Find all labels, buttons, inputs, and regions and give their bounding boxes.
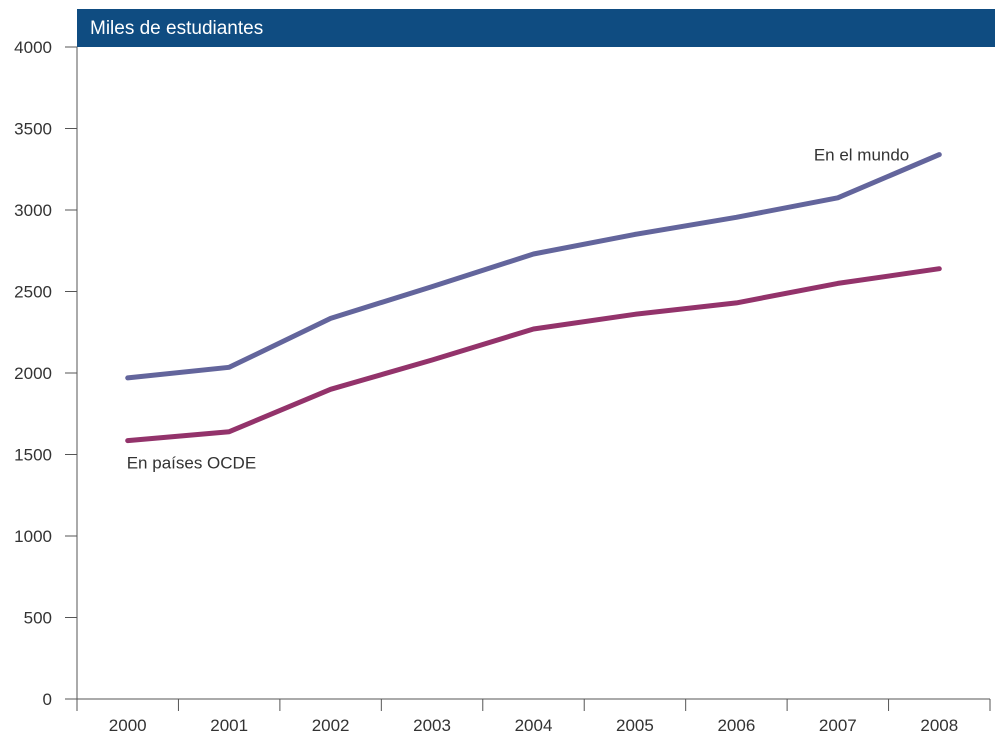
y-tick-label: 1500 <box>14 446 52 465</box>
series-line-1 <box>125 266 942 444</box>
chart-title: Miles de estudiantes <box>90 18 264 39</box>
y-tick-label: 1000 <box>14 527 52 546</box>
x-tick-label: 2005 <box>616 716 654 735</box>
x-tick-label: 2002 <box>312 716 350 735</box>
y-tick-label: 2000 <box>14 364 52 383</box>
x-tick-label: 2004 <box>515 716 553 735</box>
y-tick-label: 2500 <box>14 283 52 302</box>
x-tick-label: 2006 <box>717 716 755 735</box>
series-line-0 <box>125 152 942 381</box>
y-tick-label: 3000 <box>14 201 52 220</box>
title-bar: Miles de estudiantes <box>77 9 995 47</box>
y-tick-label: 4000 <box>14 38 52 57</box>
series-label-mundo: En el mundo <box>814 146 909 165</box>
x-tick-label: 2000 <box>109 716 147 735</box>
x-tick-label: 2007 <box>819 716 857 735</box>
x-tick-label: 2008 <box>920 716 958 735</box>
y-tick-label: 500 <box>24 609 52 628</box>
x-tick-label: 2001 <box>210 716 248 735</box>
series-label-ocde: En países OCDE <box>127 454 256 473</box>
y-tick-label: 3500 <box>14 120 52 139</box>
x-tick-label: 2003 <box>413 716 451 735</box>
y-tick-label: 0 <box>43 690 52 709</box>
